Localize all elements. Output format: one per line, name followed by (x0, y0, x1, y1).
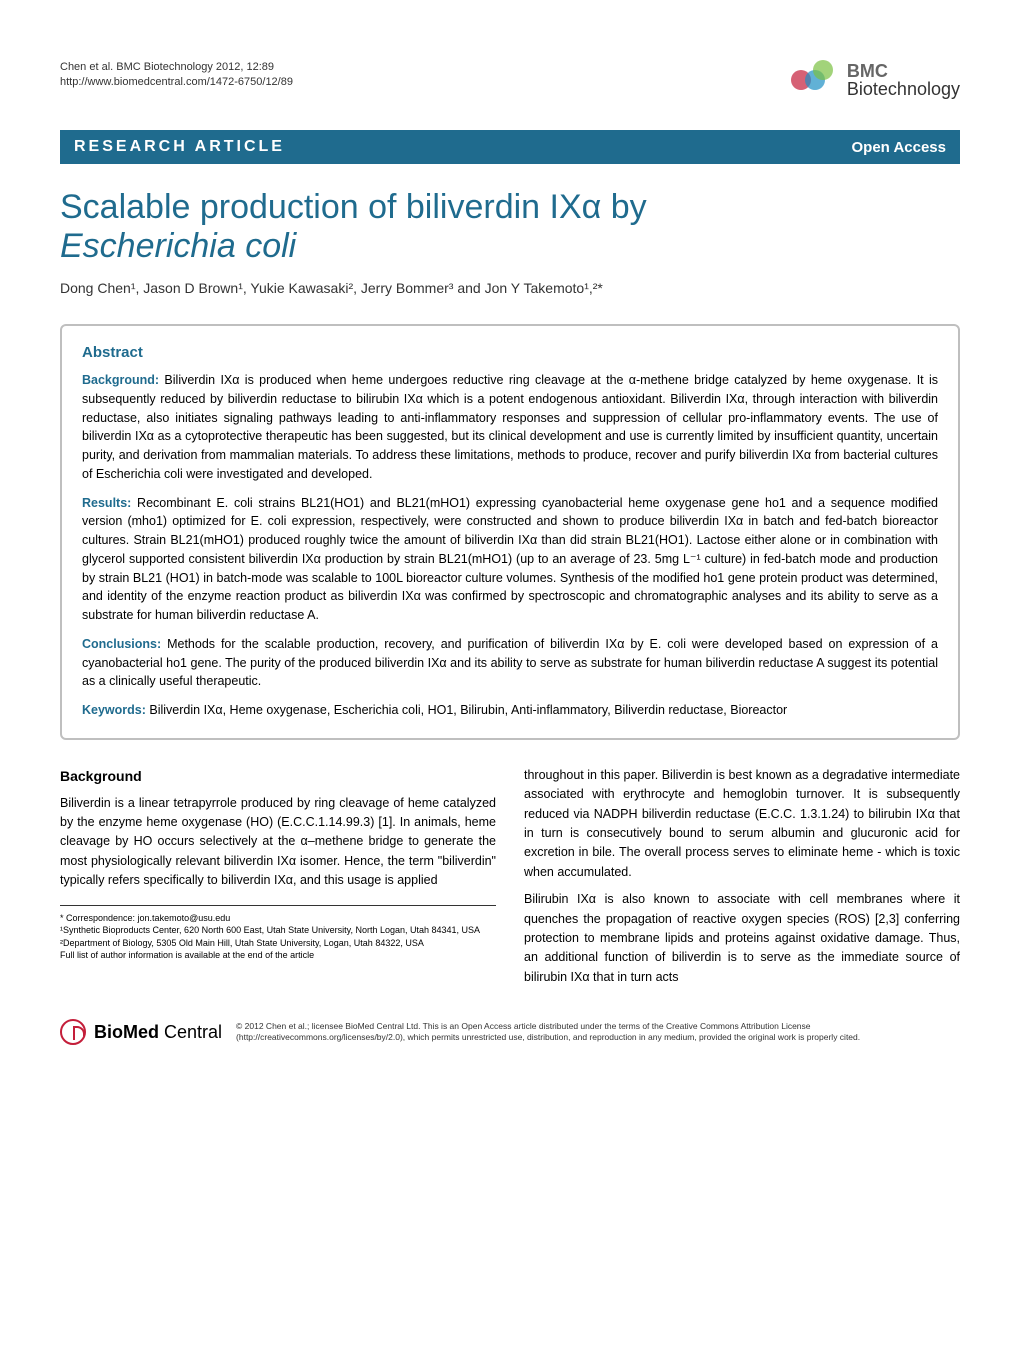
abstract-heading: Abstract (82, 344, 938, 361)
citation-url: http://www.biomedcentral.com/1472-6750/1… (60, 75, 293, 90)
affiliation-2: ²Department of Biology, 5305 Old Main Hi… (60, 937, 496, 950)
column-left: Background Biliverdin is a linear tetrap… (60, 766, 496, 995)
body-columns: Background Biliverdin is a linear tetrap… (60, 766, 960, 995)
abstract-box: Abstract Background: Biliverdin IXα is p… (60, 324, 960, 740)
page-header: Chen et al. BMC Biotechnology 2012, 12:8… (60, 60, 960, 100)
background-label: Background: (82, 373, 159, 387)
results-label: Results: (82, 496, 131, 510)
background-heading: Background (60, 766, 496, 788)
body-col1-p1: Biliverdin is a linear tetrapyrrole prod… (60, 794, 496, 891)
logo-text: BMC Biotechnology (847, 62, 960, 98)
page-footer: BioMed Central © 2012 Chen et al.; licen… (60, 1019, 960, 1045)
correspondence-block: * Correspondence: jon.takemoto@usu.edu ¹… (60, 905, 496, 962)
open-access-label: Open Access (852, 139, 947, 156)
biomed-rest: Central (159, 1022, 222, 1042)
biomed-bold: BioMed (94, 1022, 159, 1042)
background-text: Biliverdin IXα is produced when heme und… (82, 373, 938, 481)
citation-text: Chen et al. BMC Biotechnology 2012, 12:8… (60, 60, 293, 75)
keywords-text: Biliverdin IXα, Heme oxygenase, Escheric… (149, 703, 787, 717)
article-type: RESEARCH ARTICLE (74, 138, 285, 156)
results-text: Recombinant E. coli strains BL21(HO1) an… (82, 496, 938, 623)
abstract-results: Results: Recombinant E. coli strains BL2… (82, 494, 938, 625)
journal-name: Biotechnology (847, 80, 960, 98)
article-type-banner: RESEARCH ARTICLE Open Access (60, 130, 960, 164)
biomed-logo: BioMed Central (60, 1019, 222, 1045)
affiliation-1: ¹Synthetic Bioproducts Center, 620 North… (60, 924, 496, 937)
article-title: Scalable production of biliverdin IXα by… (60, 188, 960, 266)
authors-line: Dong Chen¹, Jason D Brown¹, Yukie Kawasa… (60, 280, 960, 296)
correspondence-email: * Correspondence: jon.takemoto@usu.edu (60, 912, 496, 925)
license-text: © 2012 Chen et al.; licensee BioMed Cent… (236, 1021, 960, 1044)
body-col2-p2: Bilirubin IXα is also known to associate… (524, 890, 960, 987)
logo-circles-icon (791, 60, 841, 100)
biomed-text: BioMed Central (94, 1022, 222, 1043)
keywords-label: Keywords: (82, 703, 146, 717)
column-right: throughout in this paper. Biliverdin is … (524, 766, 960, 995)
title-line1: Scalable production of biliverdin IXα by (60, 188, 647, 226)
conclusions-text: Methods for the scalable production, rec… (82, 637, 938, 689)
biomed-icon (60, 1019, 86, 1045)
journal-logo: BMC Biotechnology (791, 60, 960, 100)
journal-prefix: BMC (847, 62, 960, 80)
abstract-conclusions: Conclusions: Methods for the scalable pr… (82, 635, 938, 691)
abstract-keywords: Keywords: Biliverdin IXα, Heme oxygenase… (82, 701, 938, 720)
citation-block: Chen et al. BMC Biotechnology 2012, 12:8… (60, 60, 293, 91)
author-info-note: Full list of author information is avail… (60, 949, 496, 962)
body-col2-p1: throughout in this paper. Biliverdin is … (524, 766, 960, 882)
title-line2: Escherichia coli (60, 227, 296, 265)
abstract-background: Background: Biliverdin IXα is produced w… (82, 371, 938, 484)
conclusions-label: Conclusions: (82, 637, 161, 651)
